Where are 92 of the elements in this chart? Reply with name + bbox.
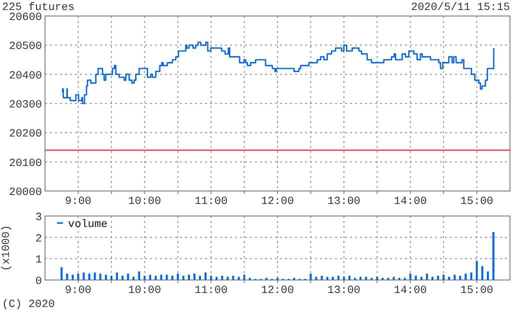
bar — [99, 274, 102, 280]
bar — [198, 276, 201, 280]
bar — [476, 260, 478, 280]
bar — [315, 276, 318, 280]
bar — [426, 274, 428, 280]
bar — [216, 276, 218, 280]
x-tick-label: 12:00 — [260, 285, 294, 297]
bar — [414, 276, 417, 280]
bar — [337, 276, 340, 280]
x-tick-label: 10:00 — [128, 196, 162, 208]
bar — [160, 274, 162, 280]
y-tick-label: 20300 — [8, 100, 42, 112]
bar — [243, 274, 246, 280]
bar — [221, 276, 224, 280]
x-tick-label: 15:00 — [460, 285, 494, 297]
x-tick-label: 9:00 — [65, 285, 92, 297]
bar — [144, 276, 146, 280]
bar — [171, 276, 174, 280]
bar — [320, 276, 323, 280]
x-tick-label: 14:00 — [394, 196, 427, 208]
bar — [392, 276, 395, 280]
bar — [210, 276, 212, 280]
bar — [238, 276, 240, 280]
bar — [342, 276, 345, 280]
y-tick-label: 20000 — [8, 187, 42, 199]
bar — [409, 274, 412, 280]
bar — [232, 276, 234, 280]
bar — [132, 276, 135, 280]
bar — [154, 276, 157, 280]
bar — [116, 272, 118, 280]
y-axis-title: (x1000) — [1, 224, 13, 272]
x-tick-label: 13:00 — [327, 285, 360, 297]
y-tick-label: 20600 — [8, 12, 42, 24]
y-tick-label: 1 — [35, 254, 42, 267]
bar — [332, 276, 334, 280]
bar — [182, 276, 184, 280]
bar — [94, 272, 96, 280]
x-tick-label: 9:00 — [65, 196, 92, 208]
y-tick-label: 2 — [35, 233, 42, 246]
x-tick-label: 11:00 — [194, 285, 228, 297]
text: (C) 2020 — [2, 299, 55, 310]
bar — [66, 274, 68, 280]
bar — [442, 274, 445, 280]
bar — [188, 274, 190, 280]
x-tick-label: 11:00 — [194, 196, 228, 208]
y-tick-label: 3 — [35, 212, 42, 224]
bar — [470, 272, 472, 280]
bar — [492, 232, 494, 280]
x-tick-label: 13:00 — [327, 196, 360, 208]
bar — [166, 274, 168, 280]
bar — [431, 276, 434, 280]
bar — [138, 271, 140, 280]
bar — [454, 274, 456, 280]
bar — [464, 274, 467, 280]
y-tick-label: 0 — [35, 276, 42, 288]
bar — [459, 276, 462, 280]
bar — [226, 276, 229, 280]
bar — [326, 276, 328, 280]
chart-title: 225 futures — [2, 2, 75, 14]
bar — [88, 274, 90, 280]
bar — [486, 271, 489, 280]
bar — [360, 276, 362, 280]
bar — [72, 274, 74, 280]
bar — [122, 276, 124, 280]
y-tick-label: 20400 — [8, 70, 42, 82]
bar — [149, 274, 152, 280]
bar — [176, 274, 179, 280]
bar — [60, 267, 63, 280]
bar — [127, 274, 130, 280]
y-tick-label: 20500 — [8, 41, 42, 54]
bar — [110, 276, 112, 280]
bar — [348, 276, 350, 280]
legend-label: volume — [68, 219, 108, 231]
bar — [365, 276, 368, 280]
bar — [77, 274, 80, 280]
x-tick-label: 14:00 — [394, 285, 427, 297]
bar — [82, 272, 85, 280]
bar — [437, 276, 440, 280]
bar — [376, 276, 378, 280]
x-tick-label: 10:00 — [128, 285, 162, 297]
bar — [420, 276, 422, 280]
y-tick-label: 20100 — [8, 158, 42, 170]
bar — [104, 274, 107, 280]
bar — [481, 266, 484, 280]
bar — [193, 274, 196, 280]
chart-subtitle: 2020/5/11 15:15 — [410, 2, 510, 14]
y-tick-label: 20200 — [8, 128, 42, 141]
x-tick-label: 15:00 — [460, 196, 494, 208]
bar — [448, 276, 450, 280]
bar — [204, 272, 207, 280]
bar — [310, 274, 312, 280]
x-tick-label: 12:00 — [260, 196, 294, 208]
